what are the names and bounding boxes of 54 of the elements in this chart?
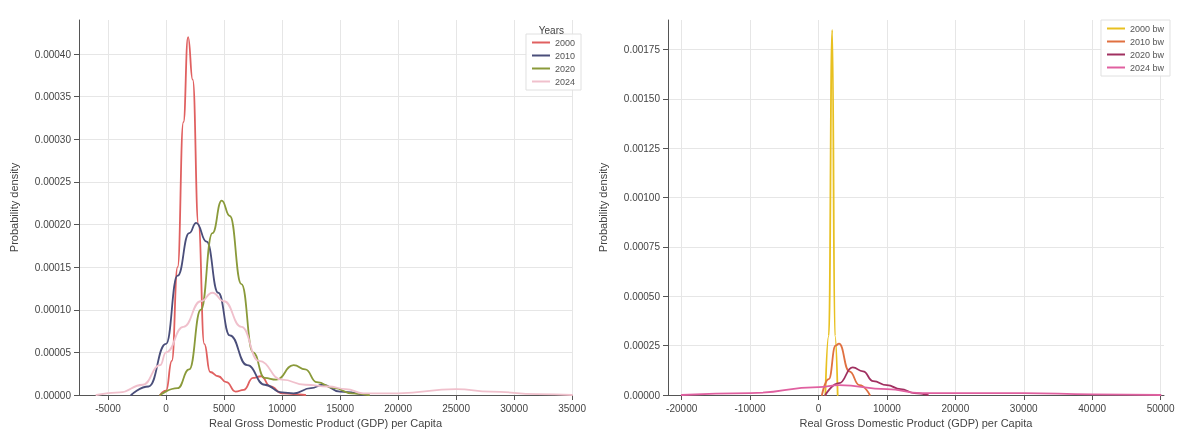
line-series (159, 36, 307, 396)
y-tick-label: 0.00010 (34, 304, 72, 316)
line-series (821, 342, 871, 396)
x-tick-label: 15000 (326, 402, 355, 414)
y-tick-label: 0.00040 (34, 48, 72, 60)
y-tick-label: 0.00020 (34, 219, 72, 231)
legend-label: 2020 (554, 63, 576, 74)
line-series (159, 199, 370, 396)
legend-label: 2024 bw (1129, 62, 1165, 73)
x-tick-label: 25000 (442, 402, 471, 414)
y-tick-label: 0.00035 (34, 91, 72, 103)
y-tick-label: 0.00025 (34, 176, 72, 188)
line-series (824, 366, 929, 396)
legend-title: Years (538, 24, 565, 36)
x-tick-label: 20000 (384, 402, 413, 414)
x-tick-label: 0 (815, 402, 822, 414)
x-tick-label: -5000 (95, 402, 122, 414)
line-series (95, 291, 573, 396)
legend-label: 2010 (554, 50, 576, 61)
y-tick-label: 0.00150 (623, 93, 661, 105)
x-tick-label: 30000 (500, 402, 529, 414)
y-axis-title: Probability density (596, 162, 609, 253)
x-tick-label: 5000 (212, 402, 236, 414)
x-tick-label: 0 (163, 402, 170, 414)
x-axis-title: Real Gross Domestic Product (GDP) per Capita (799, 417, 1034, 430)
legend-label: 2000 bw (1129, 23, 1165, 34)
x-tick-label: 50000 (1146, 402, 1175, 414)
y-tick-label: 0.00030 (34, 133, 72, 145)
x-tick-label: 10000 (873, 402, 902, 414)
x-tick-label: 35000 (558, 402, 587, 414)
y-tick-label: 0.00025 (623, 340, 661, 352)
legend-label: 2000 (554, 37, 576, 48)
y-tick-label: 0.00005 (34, 346, 72, 358)
x-tick-label: -20000 (666, 402, 698, 414)
x-axis-title: Real Gross Domestic Product (GDP) per Capita (209, 417, 443, 430)
x-tick-label: 10000 (268, 402, 297, 414)
x-tick-label: -10000 (734, 402, 767, 414)
y-tick-label: 0.00000 (34, 389, 72, 401)
y-tick-label: 0.00050 (623, 290, 661, 302)
legend-label: 2020 bw (1129, 49, 1165, 60)
y-axis-title: Probability density (7, 162, 20, 253)
y-tick-label: 0.00125 (623, 142, 661, 154)
y-tick-label: 0.00075 (623, 241, 661, 253)
y-tick-label: 0.00000 (623, 389, 661, 401)
x-tick-label: 20000 (941, 402, 970, 414)
y-tick-label: 0.00015 (34, 261, 72, 273)
legend-label: 2010 bw (1129, 36, 1165, 47)
y-tick-label: 0.00175 (623, 44, 661, 56)
y-tick-label: 0.00100 (623, 192, 661, 204)
legend-label: 2024 (554, 76, 576, 87)
line-series (680, 384, 1162, 396)
x-tick-label: 30000 (1009, 402, 1039, 414)
x-tick-label: 40000 (1078, 402, 1107, 414)
line-series (130, 221, 365, 396)
